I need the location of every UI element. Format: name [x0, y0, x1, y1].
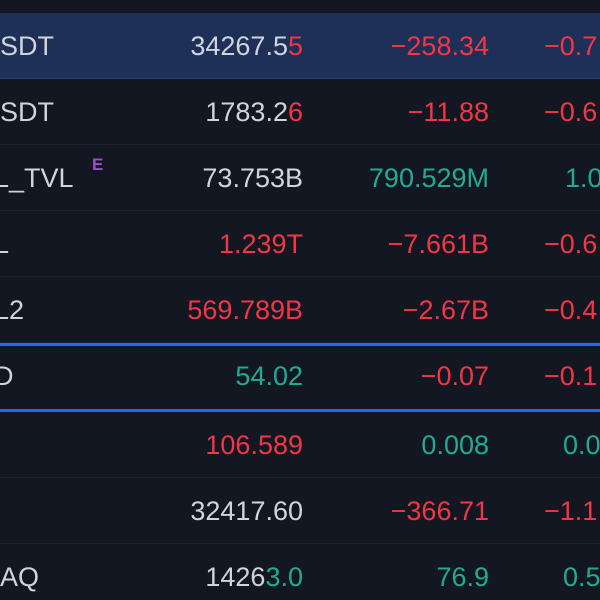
watchlist-row[interactable]: SDT 34267.55 −258.34 −0.7 — [0, 13, 600, 79]
symbol-label: L2 — [0, 295, 25, 325]
watchlist-row[interactable]: 32417.60 −366.71 −1.1 — [0, 478, 600, 544]
last-price: 54.02 — [235, 361, 303, 391]
last-price: 106.589 — [205, 430, 303, 460]
change-percent: −0.4 — [544, 295, 598, 325]
last-price: 34267.55 — [190, 31, 303, 61]
symbol-label: L — [0, 229, 10, 259]
change-percent: −0.6 — [544, 97, 598, 127]
watchlist-row[interactable]: SDT 1783.26 −11.88 −0.6 — [0, 79, 600, 145]
change-value: −7.661B — [387, 229, 489, 259]
change-percent: 0.0 — [563, 430, 600, 460]
last-price: 14263.0 — [205, 562, 303, 592]
symbol-label: D — [0, 361, 14, 391]
change-percent: 1.0 — [565, 163, 600, 193]
last-price: 1783.26 — [205, 97, 303, 127]
symbol-label: SDT — [0, 97, 54, 127]
last-price: 1.239T — [218, 229, 303, 259]
change-value: −2.67B — [402, 295, 489, 325]
change-percent: −0.7 — [544, 31, 598, 61]
watchlist-row[interactable]: L2 569.789B −2.67B −0.4 — [0, 277, 600, 343]
change-percent: 0.5 — [563, 562, 600, 592]
watchlist-header-strip — [0, 0, 600, 11]
last-price: 569.789B — [187, 295, 303, 325]
change-value: −366.71 — [390, 496, 489, 526]
watchlist-row[interactable]: 106.589 0.008 0.0 — [0, 412, 600, 478]
watchlist-row[interactable]: L_TVL E 73.753B 790.529M 1.0 — [0, 145, 600, 211]
change-value: 76.9 — [436, 562, 489, 592]
change-value: 790.529M — [368, 163, 489, 193]
change-value: −258.34 — [390, 31, 489, 61]
change-percent: −1.1 — [544, 496, 598, 526]
watchlist-row-focused[interactable]: D 54.02 −0.07 −0.1 — [0, 343, 600, 412]
symbol-label: L_TVL — [0, 163, 74, 193]
symbol-label: AQ — [0, 562, 40, 592]
change-value: 0.008 — [421, 430, 489, 460]
last-price: 32417.60 — [190, 496, 303, 526]
watchlist-row[interactable]: AQ 14263.0 76.9 0.5 — [0, 544, 600, 600]
watchlist-row[interactable]: L 1.239T −7.661B −0.6 — [0, 211, 600, 277]
change-value: −11.88 — [407, 97, 489, 127]
change-value: −0.07 — [420, 361, 489, 391]
change-percent: −0.6 — [544, 229, 598, 259]
change-percent: −0.1 — [544, 361, 598, 391]
last-price: 73.753B — [202, 163, 303, 193]
exchange-badge: E — [92, 155, 104, 174]
symbol-label: SDT — [0, 31, 54, 61]
